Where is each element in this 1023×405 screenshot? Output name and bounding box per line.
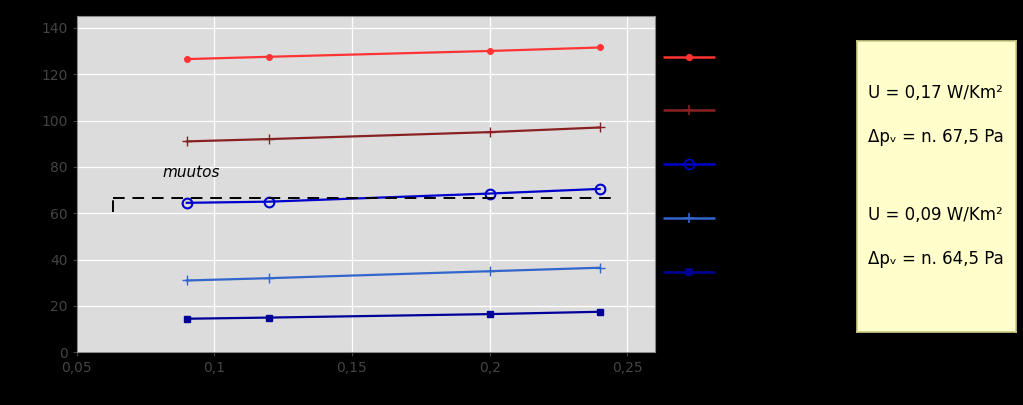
- Text: To = + 5 C: To = + 5 C: [722, 103, 803, 117]
- Text: Δpᵥ = n. 64,5 Pa: Δpᵥ = n. 64,5 Pa: [869, 250, 1005, 268]
- Text: To = + 10 C: To = + 10 C: [722, 49, 812, 64]
- Text: Δpᵥ = n. 67,5 Pa: Δpᵥ = n. 67,5 Pa: [869, 128, 1005, 146]
- Text: To = -10 C: To = -10 C: [722, 211, 802, 225]
- Text: muutos: muutos: [162, 165, 220, 180]
- Text: U = 0,17 W/Km²: U = 0,17 W/Km²: [869, 84, 1004, 102]
- X-axis label: U-arvo,  W/(Km²): U-arvo, W/(Km²): [302, 381, 430, 396]
- Text: U = 0,09 W/Km²: U = 0,09 W/Km²: [869, 207, 1004, 224]
- Y-axis label: Δpᵥ  [Pa]: Δpᵥ [Pa]: [19, 148, 37, 220]
- Text: To = 0 C: To = 0 C: [722, 157, 786, 171]
- Text: To = -20 C: To = -20 C: [722, 265, 802, 279]
